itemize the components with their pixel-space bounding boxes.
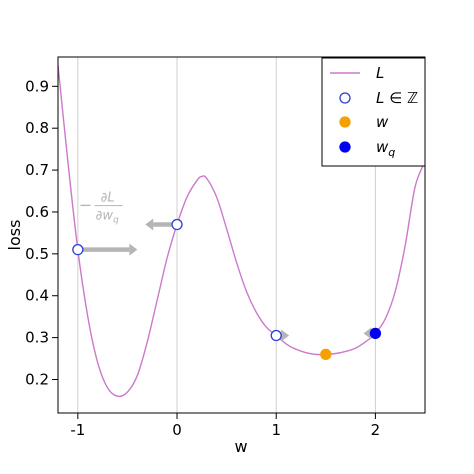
- y-axis-label: loss: [5, 220, 24, 251]
- legend-label: L ∈ ℤ: [376, 89, 418, 107]
- gradient-arrow: [77, 243, 138, 256]
- axes-frame: [57, 56, 426, 414]
- x-tick-label: 1: [271, 421, 281, 439]
- y-tick-label: 0.3: [25, 329, 49, 347]
- gradient-annotation: − ∂L ∂wq: [79, 191, 123, 226]
- integer-loss-marker: [72, 244, 84, 256]
- y-tick-label: 0.8: [25, 119, 49, 137]
- legend-label: wq: [376, 138, 395, 159]
- y-tick-label: 0.2: [25, 370, 49, 388]
- legend-marker-swatch: [339, 141, 351, 153]
- integer-loss-marker: [270, 329, 282, 342]
- integer-loss-marker: [171, 218, 183, 231]
- legend-label: L: [376, 64, 384, 82]
- legend-marker-swatch: [339, 92, 351, 104]
- w-marker: [320, 348, 332, 361]
- x-tick-label: 0: [172, 421, 182, 439]
- wq-marker: [369, 327, 382, 340]
- y-tick-label: 0.5: [25, 245, 49, 263]
- x-tick-label: 2: [371, 421, 381, 439]
- y-tick-label: 0.6: [25, 203, 49, 221]
- y-tick-label: 0.7: [25, 161, 49, 179]
- annotation-denominator: ∂wq: [96, 209, 119, 226]
- y-tick-label: 0.4: [25, 287, 49, 305]
- legend: L L ∈ ℤ w wq: [321, 57, 426, 167]
- annotation-minus: −: [79, 196, 92, 215]
- loss-curve: [58, 65, 425, 398]
- x-axis: -1 0 1 2: [70, 413, 380, 439]
- legend-label: w: [376, 113, 389, 131]
- annotation-numerator: ∂L: [101, 191, 115, 206]
- x-axis-label: w: [234, 437, 247, 456]
- x-tick-label: -1: [70, 421, 85, 439]
- y-axis: 0.2 0.3 0.4 0.5 0.6 0.7 0.8 0.9: [25, 77, 58, 388]
- legend-box: [321, 57, 426, 167]
- legend-marker-swatch: [339, 116, 351, 128]
- y-tick-label: 0.9: [25, 77, 49, 95]
- plot-area: [58, 65, 425, 398]
